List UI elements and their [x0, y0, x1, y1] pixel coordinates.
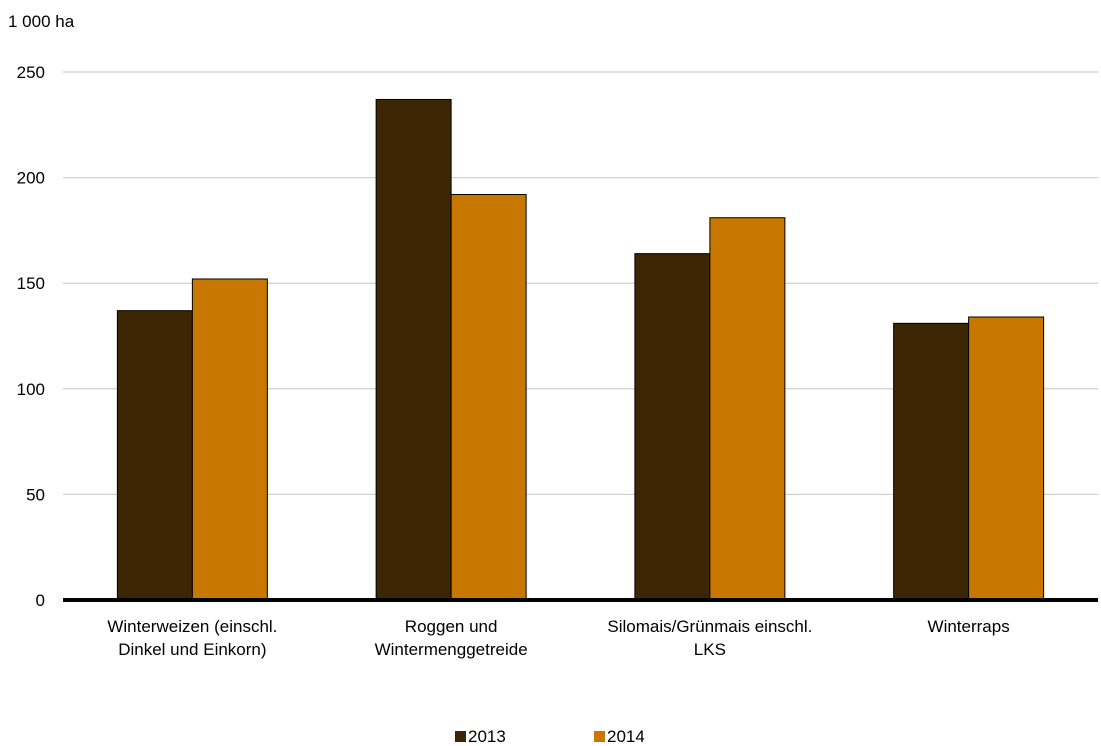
- bar-2013-3: [893, 322, 970, 601]
- x-category-label: Dinkel und Einkorn): [118, 640, 266, 659]
- x-category-label: Winterweizen (einschl.: [107, 617, 277, 636]
- y-tick-label: 200: [17, 169, 45, 188]
- y-tick-label: 150: [17, 274, 45, 293]
- x-category-label: LKS: [694, 640, 726, 659]
- y-tick-label: 50: [26, 485, 45, 504]
- bar-2013-0: [116, 310, 193, 601]
- y-tick-label: 100: [17, 380, 45, 399]
- legend-label: 2013: [468, 727, 506, 746]
- y-axis-unit-label: 1 000 ha: [8, 12, 75, 31]
- legend-swatch-2013: [455, 731, 466, 742]
- bars: [116, 98, 1045, 601]
- x-category-label: Silomais/Grünmais einschl.: [607, 617, 812, 636]
- x-category-label: Roggen und: [405, 617, 498, 636]
- x-axis-category-labels: Winterweizen (einschl. Dinkel und Einkorn…: [107, 617, 1009, 659]
- bar-2014-1: [450, 193, 527, 601]
- x-category-label: Wintermenggetreide: [375, 640, 528, 659]
- y-tick-label: 0: [36, 591, 45, 610]
- bar-2013-2: [634, 253, 711, 601]
- bar-2014-3: [968, 316, 1045, 601]
- bar-2014-0: [191, 278, 268, 601]
- legend-swatch-2014: [594, 731, 605, 742]
- bar-2014-2: [709, 217, 786, 601]
- y-tick-label: 250: [17, 63, 45, 82]
- bar-2013-1: [375, 98, 452, 601]
- legend-label: 2014: [607, 727, 645, 746]
- y-axis-tick-labels: 0 50 100 150 200 250: [17, 63, 45, 610]
- legend: 2013 2014: [455, 727, 645, 746]
- x-category-label: Winterraps: [928, 617, 1010, 636]
